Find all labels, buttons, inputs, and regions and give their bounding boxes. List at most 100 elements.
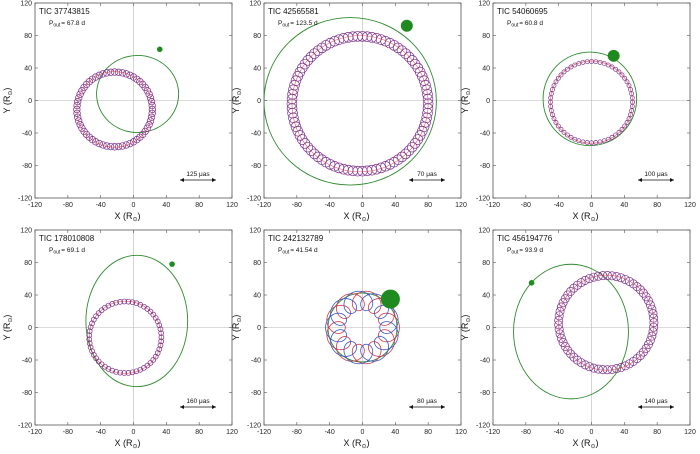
- scale-arrow-right: [212, 405, 216, 409]
- x-tick-label: -80: [292, 202, 302, 209]
- loop-circle: [563, 345, 573, 355]
- x-tick-label: 40: [391, 202, 399, 209]
- loop-circle: [421, 112, 432, 124]
- loop-circle: [329, 35, 340, 47]
- loop-circle: [156, 322, 163, 329]
- loop-circle: [569, 352, 579, 362]
- loop-circle: [612, 364, 622, 374]
- panel-6: -120-120 -80 -80 -40 -40 0 0 40 40 80 80 120 120 X (R…: [460, 228, 696, 451]
- loop-circle: [105, 366, 112, 372]
- y-axis-label: Y (R⊙): [2, 88, 14, 114]
- loop-circle: [99, 141, 107, 149]
- x-tick-label: -80: [521, 202, 531, 209]
- outer-orbit: [85, 254, 189, 388]
- panel-title: TIC 456194776: [497, 234, 553, 243]
- loop-circle: [288, 84, 299, 96]
- loop-circle: [302, 141, 314, 153]
- loop-circle: [566, 286, 576, 296]
- panel-title: TIC 42565581: [268, 7, 319, 16]
- loop-circle: [558, 338, 568, 347]
- loop-circle: [133, 368, 140, 375]
- loop-circle: [89, 320, 95, 327]
- x-tick-label: 40: [391, 429, 399, 436]
- data-layer: [513, 263, 659, 400]
- y-tick-label: -120: [18, 196, 32, 203]
- loop-circle: [613, 66, 619, 72]
- loop-circle: [556, 333, 566, 343]
- loop-circle: [87, 344, 94, 351]
- x-axis-label: X (R⊙): [114, 211, 140, 223]
- period-label: Pout= 41.54 d: [278, 247, 318, 256]
- x-tick-label: 80: [195, 429, 203, 436]
- y-tick-label: 120: [249, 1, 261, 8]
- loop-circle: [400, 148, 411, 160]
- loop-circle: [613, 132, 619, 138]
- loop-circle: [312, 151, 324, 163]
- loop-circle: [553, 120, 559, 125]
- scale-arrow-left: [638, 178, 642, 182]
- loop-circle: [400, 48, 411, 59]
- y-tick-label: 40: [24, 293, 32, 300]
- loop-circle: [412, 62, 424, 74]
- y-tick-label: 80: [253, 260, 261, 267]
- loop-circle: [572, 280, 582, 290]
- y-tick-label: -80: [251, 390, 261, 397]
- x-tick-label: 0: [361, 429, 365, 436]
- loop-circle: [396, 151, 408, 163]
- loop-circle: [75, 117, 83, 125]
- loop-circle: [157, 326, 164, 332]
- x-tick-label: -80: [292, 429, 302, 436]
- loop-guide: [88, 300, 162, 374]
- loop-circle: [309, 48, 320, 59]
- y-tick-label: 120: [249, 228, 261, 235]
- panel-title: TIC 242132789: [268, 234, 324, 243]
- x-tick-label: -40: [96, 202, 106, 209]
- outer-orbit: [327, 292, 398, 363]
- y-tick-label: -120: [18, 423, 32, 430]
- x-axis-label: X (R⊙): [343, 211, 369, 223]
- x-tick-label: 120: [684, 429, 696, 436]
- loop-circle: [422, 107, 433, 119]
- companion-star: [156, 46, 163, 53]
- companion-star: [169, 261, 175, 267]
- loop-circle: [612, 272, 622, 282]
- loop-guide: [291, 35, 429, 173]
- x-axis-label: X (R⊙): [343, 438, 369, 450]
- x-tick-label: 40: [620, 429, 628, 436]
- y-tick-label: 40: [253, 66, 261, 73]
- y-tick-label: -40: [480, 358, 490, 365]
- y-tick-label: -120: [476, 423, 490, 430]
- loop-circle: [616, 69, 622, 75]
- loop-guide: [550, 60, 633, 144]
- panel-title: TIC 178010808: [39, 234, 95, 243]
- y-tick-label: 80: [482, 33, 490, 40]
- panel-title: TIC 37743815: [39, 7, 90, 16]
- loop-circle: [99, 70, 107, 78]
- x-tick-label: -40: [554, 202, 564, 209]
- loop-circle: [605, 136, 611, 142]
- loop-circle: [76, 121, 84, 129]
- y-tick-label: -40: [22, 131, 32, 138]
- y-tick-label: 80: [482, 260, 490, 267]
- y-tick-label: -40: [480, 131, 490, 138]
- loop-circle: [296, 134, 308, 145]
- scale-arrow-right: [441, 178, 445, 182]
- loop-circle: [136, 133, 144, 141]
- x-tick-label: 80: [195, 202, 203, 209]
- data-layer: [264, 17, 437, 186]
- x-tick-label: -120: [486, 429, 500, 436]
- scale-label: 80 μas: [417, 398, 437, 405]
- loop-circle: [619, 126, 625, 132]
- loop-circle: [568, 64, 574, 70]
- loop-circle: [593, 364, 603, 374]
- loop-circle: [91, 316, 97, 323]
- loop-circle: [584, 362, 594, 372]
- loop-circle: [147, 360, 154, 366]
- loop-circle: [628, 87, 633, 92]
- loop-circle: [92, 138, 100, 146]
- loop-circle: [86, 340, 93, 347]
- x-tick-label: -40: [325, 202, 335, 209]
- loop-track-b: [325, 290, 399, 365]
- loop-circle: [290, 121, 302, 133]
- loop-circle: [645, 300, 655, 310]
